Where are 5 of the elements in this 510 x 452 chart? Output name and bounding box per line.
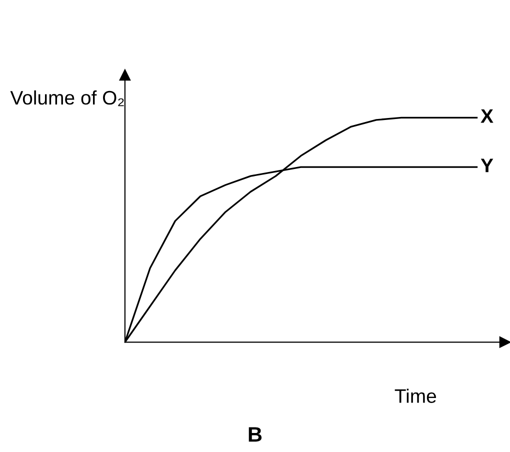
text: B	[248, 427, 262, 442]
series-label: Y	[480, 158, 494, 172]
x-axis-title: Time	[394, 388, 436, 403]
series-label: X	[480, 109, 494, 123]
y-axis-title: Volume of O₂	[10, 90, 124, 106]
